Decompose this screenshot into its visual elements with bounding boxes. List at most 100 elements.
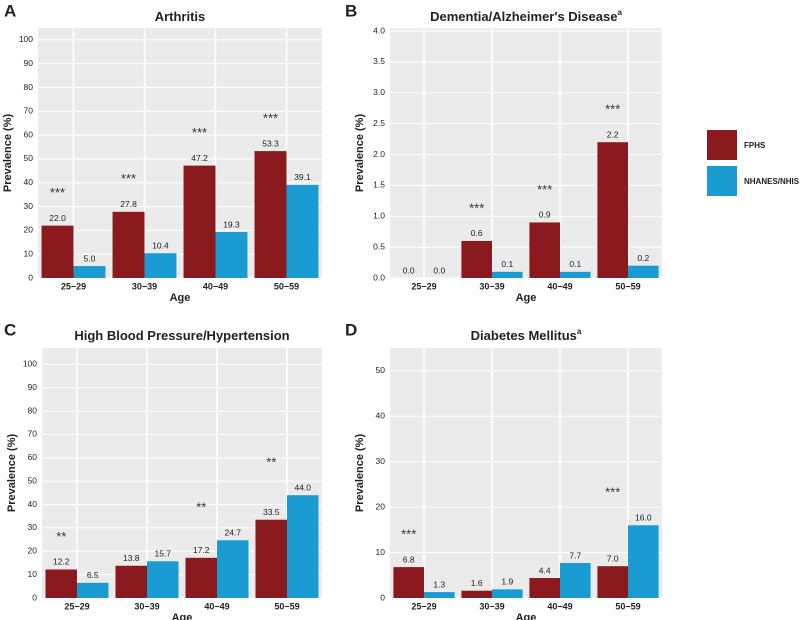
value-label: 12.2 — [53, 557, 70, 567]
bar — [112, 211, 145, 278]
value-label: 33.5 — [263, 507, 280, 517]
x-tick-label: 50−59 — [274, 601, 299, 611]
y-tick-label: 3.0 — [373, 87, 385, 97]
y-tick-label: 20 — [24, 225, 34, 235]
value-label: 5.0 — [84, 253, 96, 263]
y-tick-label: 0.0 — [373, 272, 385, 282]
bar — [560, 271, 591, 278]
x-axis-label: Age — [516, 612, 537, 620]
value-label: 16.0 — [635, 513, 652, 523]
significance: *** — [401, 527, 416, 542]
significance: *** — [537, 182, 552, 197]
bar — [461, 240, 492, 278]
y-tick-label: 4.0 — [373, 25, 385, 35]
title-note: a — [577, 327, 582, 336]
chart-title: High Blood Pressure/Hypertension — [74, 328, 289, 343]
value-label: 0.1 — [501, 259, 513, 269]
y-tick-label: 10 — [24, 248, 34, 258]
x-tick-label: 40−49 — [203, 281, 228, 291]
value-label: 17.2 — [193, 545, 210, 555]
bar — [147, 561, 179, 598]
legend-label: FPHS — [744, 141, 766, 150]
value-label: 47.2 — [191, 153, 208, 163]
bar — [115, 565, 147, 598]
y-tick-label: 3.5 — [373, 56, 385, 66]
value-label: 13.8 — [123, 553, 140, 563]
legend-label: NHANES/NHIS — [744, 177, 800, 186]
value-label: 39.1 — [294, 172, 311, 182]
bar — [461, 590, 492, 598]
y-tick-label: 100 — [23, 359, 37, 369]
value-label: 0.2 — [637, 253, 649, 263]
value-label: 15.7 — [154, 549, 171, 559]
value-label: 0.9 — [539, 210, 551, 220]
bar — [492, 271, 523, 278]
value-label: 7.7 — [569, 550, 581, 560]
value-label: 6.8 — [403, 554, 415, 564]
bar — [144, 253, 177, 278]
plot-background — [390, 348, 662, 598]
bar — [560, 563, 591, 598]
panel-letter: C — [4, 320, 16, 339]
title-text: Diabetes Mellitus — [471, 328, 577, 343]
x-tick-label: 40−49 — [204, 601, 229, 611]
significance: ** — [266, 455, 276, 470]
y-tick-label: 1.5 — [373, 180, 385, 190]
panel-letter: A — [4, 1, 16, 20]
y-axis-label: Prevalence (%) — [6, 434, 18, 513]
bar — [185, 557, 217, 598]
x-tick-label: 40−49 — [547, 281, 572, 291]
bar — [215, 232, 248, 278]
y-axis-label: Prevalence (%) — [354, 434, 366, 513]
value-label: 1.6 — [471, 578, 483, 588]
title-text: High Blood Pressure/Hypertension — [74, 328, 289, 343]
value-label: 10.4 — [152, 240, 169, 250]
x-tick-label: 25−29 — [411, 601, 436, 611]
y-tick-label: 30 — [28, 522, 38, 532]
y-tick-label: 60 — [24, 129, 34, 139]
value-label: 19.3 — [223, 219, 240, 229]
bar — [41, 225, 74, 278]
value-label: 4.4 — [539, 565, 551, 575]
significance: *** — [605, 485, 620, 500]
y-tick-label: 2.5 — [373, 118, 385, 128]
title-text: Dementia/Alzheimer's Disease — [430, 9, 617, 24]
bar — [529, 222, 560, 278]
value-label: 53.3 — [262, 138, 279, 148]
x-tick-label: 25−29 — [411, 281, 436, 291]
value-label: 7.0 — [607, 553, 619, 563]
y-tick-label: 50 — [24, 153, 34, 163]
significance: *** — [605, 102, 620, 117]
panel-letter: D — [345, 320, 357, 339]
bar — [287, 495, 319, 598]
x-tick-label: 50−59 — [615, 281, 640, 291]
y-tick-label: 60 — [28, 452, 38, 462]
y-tick-label: 90 — [24, 58, 34, 68]
y-tick-label: 30 — [376, 456, 386, 466]
y-tick-label: 10 — [28, 569, 38, 579]
y-tick-label: 30 — [24, 201, 34, 211]
chart-title: Diabetes Mellitusa — [471, 327, 582, 343]
value-label: 0.0 — [403, 265, 415, 275]
value-label: 22.0 — [49, 213, 66, 223]
y-axis-label: Prevalence (%) — [2, 114, 14, 193]
y-tick-label: 40 — [28, 499, 38, 509]
y-tick-label: 0 — [28, 272, 33, 282]
bar — [183, 165, 216, 278]
title-note: a — [617, 8, 622, 17]
significance: *** — [192, 125, 207, 140]
value-label: 1.9 — [501, 577, 513, 587]
x-axis-label: Age — [170, 292, 191, 304]
y-tick-label: 20 — [28, 546, 38, 556]
bar — [254, 151, 287, 278]
bar — [597, 566, 628, 598]
y-tick-label: 0.5 — [373, 241, 385, 251]
value-label: 27.8 — [120, 199, 137, 209]
significance: *** — [263, 111, 278, 126]
value-label: 24.7 — [224, 528, 241, 538]
x-tick-label: 50−59 — [274, 281, 299, 291]
significance: *** — [121, 171, 136, 186]
value-label: 0.0 — [433, 265, 445, 275]
value-label: 0.6 — [471, 228, 483, 238]
